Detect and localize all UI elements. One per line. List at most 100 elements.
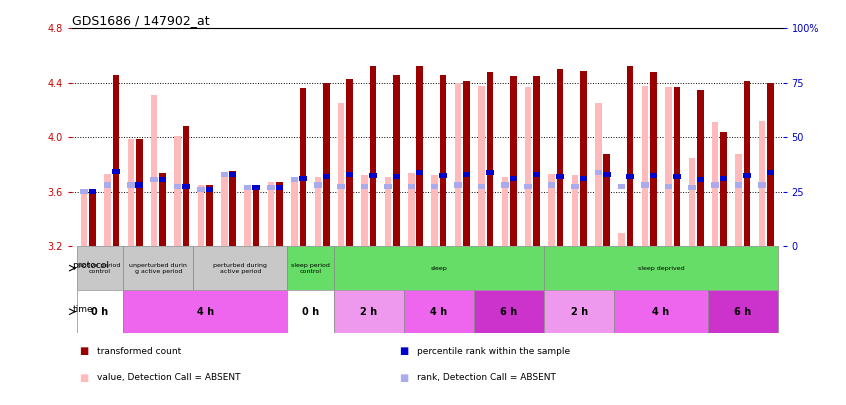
Bar: [626, 174, 634, 179]
Bar: [548, 174, 555, 246]
Bar: [182, 184, 190, 189]
Bar: [151, 177, 158, 182]
Bar: [697, 90, 704, 246]
Bar: [440, 75, 447, 246]
Bar: [229, 172, 237, 177]
Bar: [478, 85, 485, 246]
Bar: [651, 72, 656, 246]
Bar: [642, 85, 648, 246]
Bar: [525, 87, 531, 246]
Bar: [80, 189, 88, 194]
Bar: [759, 121, 766, 246]
Bar: [322, 174, 330, 179]
Bar: [113, 75, 119, 246]
Bar: [89, 189, 96, 194]
Text: ■: ■: [398, 346, 408, 356]
Bar: [572, 175, 579, 246]
Bar: [135, 182, 143, 188]
Text: transformed count: transformed count: [96, 347, 181, 356]
Bar: [758, 182, 766, 188]
Bar: [314, 182, 321, 188]
Bar: [595, 170, 602, 175]
Bar: [361, 175, 368, 246]
Bar: [478, 184, 486, 189]
Bar: [474, 290, 544, 333]
Bar: [315, 177, 321, 246]
Bar: [159, 177, 167, 182]
Bar: [370, 66, 376, 246]
Bar: [136, 139, 142, 246]
Bar: [276, 185, 283, 190]
Bar: [221, 172, 228, 177]
Bar: [361, 184, 368, 189]
Bar: [299, 88, 306, 246]
Bar: [557, 69, 563, 246]
Bar: [104, 182, 111, 188]
Bar: [268, 182, 274, 246]
Text: sleep period
control: sleep period control: [291, 263, 330, 273]
Bar: [627, 66, 634, 246]
Bar: [244, 185, 251, 190]
Bar: [174, 136, 181, 246]
Bar: [688, 185, 695, 190]
Bar: [735, 153, 742, 246]
Text: ■: ■: [79, 346, 88, 356]
Bar: [124, 290, 287, 333]
Bar: [509, 176, 517, 181]
Bar: [544, 246, 777, 290]
Bar: [548, 182, 555, 188]
Bar: [128, 139, 134, 246]
Bar: [385, 177, 391, 246]
Text: sleep: sleep: [431, 266, 448, 271]
Bar: [510, 76, 517, 246]
Bar: [533, 172, 541, 177]
Bar: [267, 185, 275, 190]
Bar: [276, 182, 283, 246]
Bar: [124, 246, 194, 290]
Bar: [198, 185, 204, 246]
Bar: [338, 184, 345, 189]
Bar: [580, 70, 586, 246]
Text: 0 h: 0 h: [302, 307, 319, 317]
Bar: [544, 290, 614, 333]
Bar: [744, 173, 750, 178]
Bar: [197, 187, 205, 192]
Bar: [77, 246, 124, 290]
Text: sleep deprived: sleep deprived: [638, 266, 684, 271]
Bar: [393, 75, 399, 246]
Bar: [744, 81, 750, 246]
Text: perturbed during
active period: perturbed during active period: [213, 263, 267, 273]
Bar: [338, 103, 344, 246]
Bar: [464, 81, 470, 246]
Bar: [253, 188, 260, 246]
Bar: [431, 184, 438, 189]
Bar: [711, 182, 719, 188]
Text: 4 h: 4 h: [431, 307, 448, 317]
Bar: [346, 79, 353, 246]
Bar: [104, 174, 111, 246]
Text: 0 h: 0 h: [91, 307, 108, 317]
Text: active period
control: active period control: [80, 263, 121, 273]
Text: value, Detection Call = ABSENT: value, Detection Call = ABSENT: [96, 373, 240, 382]
Bar: [454, 182, 462, 188]
Bar: [720, 176, 728, 181]
Bar: [299, 176, 306, 181]
Bar: [333, 246, 544, 290]
Bar: [486, 72, 493, 246]
Text: 2 h: 2 h: [570, 307, 588, 317]
Bar: [614, 290, 708, 333]
Bar: [455, 83, 461, 246]
Text: time: time: [73, 305, 93, 314]
Bar: [206, 185, 212, 246]
Bar: [502, 177, 508, 246]
Bar: [404, 290, 474, 333]
Bar: [641, 182, 649, 188]
Text: 6 h: 6 h: [501, 307, 518, 317]
Bar: [89, 190, 96, 246]
Bar: [287, 246, 333, 290]
Bar: [77, 290, 124, 333]
Bar: [206, 187, 213, 192]
Bar: [665, 87, 672, 246]
Bar: [708, 290, 777, 333]
Text: rank, Detection Call = ABSENT: rank, Detection Call = ABSENT: [416, 373, 556, 382]
